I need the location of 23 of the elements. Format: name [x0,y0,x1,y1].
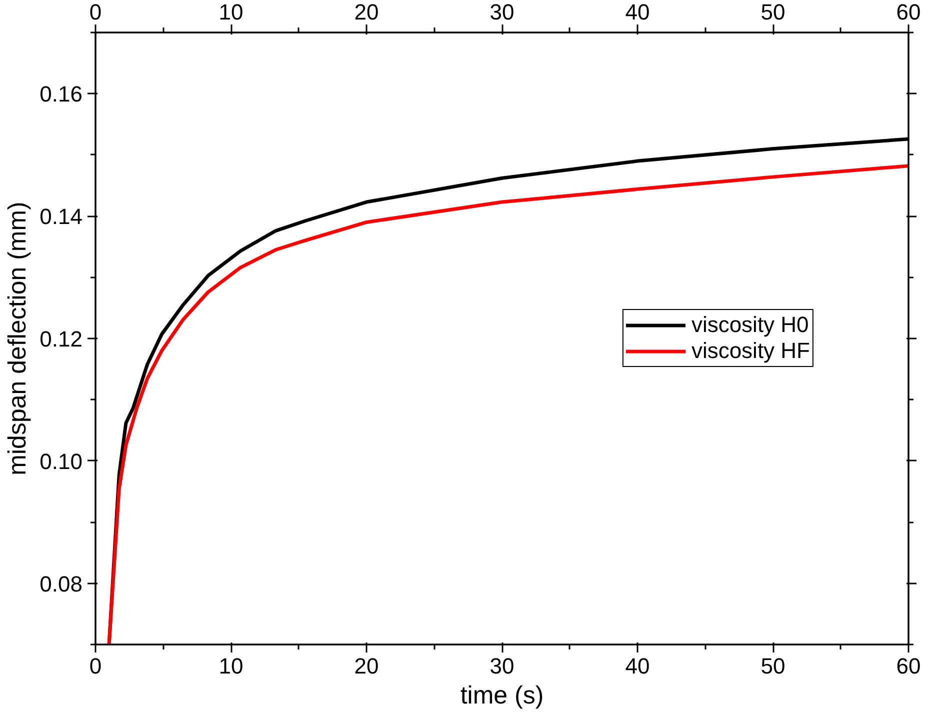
x-tick-label: 40 [625,0,650,24]
x-tick-label: 50 [760,0,786,24]
x-tick-label: 10 [218,0,244,24]
y-tick-label: 0.16 [40,82,83,107]
x-axis-title: time (s) [460,682,544,710]
x-tick-label: 60 [896,0,921,24]
x2-tick-label: 30 [490,654,514,678]
x2-tick-label: 20 [354,654,379,678]
y-tick-label: 0.08 [40,571,83,596]
y-tick-label: 0.12 [40,326,83,352]
x2-tick-label: 50 [760,654,786,678]
x2-tick-label: 10 [218,654,244,678]
x-tick-label: 30 [490,0,514,24]
x2-tick-label: 0 [89,654,102,678]
x2-tick-label: 40 [625,654,650,678]
x-tick-label: 20 [354,0,379,24]
legend-label: viscosity H0 [691,312,809,338]
y-axis-title: midspan deflection (mm) [4,202,32,476]
y-tick-label: 0.14 [40,204,83,230]
x2-tick-label: 60 [896,654,921,678]
x-tick-label: 0 [89,0,102,24]
legend-label: viscosity HF [691,338,810,364]
y-tick-label: 0.10 [40,448,83,474]
